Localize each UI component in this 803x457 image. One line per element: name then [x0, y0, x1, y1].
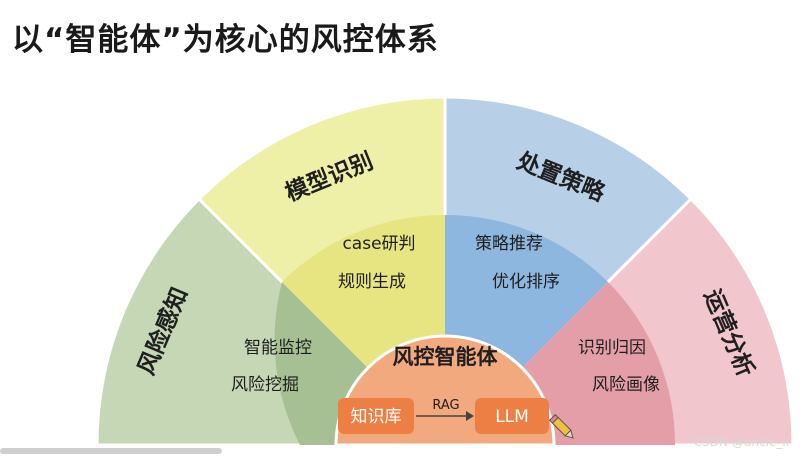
- llm-box: [475, 398, 549, 434]
- watermark: CSDN @uncle_ll: [693, 435, 789, 449]
- item-risk-mining: 风险挖掘: [231, 375, 299, 395]
- item-smart-monitoring: 智能监控: [244, 338, 312, 358]
- knowledge-base-box: [338, 398, 414, 434]
- item-attribution: 识别归因: [578, 338, 646, 358]
- knowledge-base-label: 知识库: [351, 407, 402, 427]
- llm-label: LLM: [495, 407, 529, 427]
- item-strategy-recommendation: 策略推荐: [475, 234, 543, 254]
- item-rule-generation: 规则生成: [338, 272, 406, 292]
- core-label: 风控智能体: [393, 345, 499, 369]
- horizontal-scrollbar[interactable]: [0, 448, 222, 454]
- item-case-analysis: case研判: [342, 234, 415, 254]
- rag-label: RAG: [432, 398, 459, 413]
- item-optimization-ranking: 优化排序: [492, 272, 560, 292]
- pencil-icon: [548, 413, 574, 439]
- item-risk-profile: 风险画像: [592, 375, 660, 395]
- rag-arrow-head: [466, 411, 474, 421]
- page-title: 以“智能体”为核心的风控体系: [12, 22, 439, 58]
